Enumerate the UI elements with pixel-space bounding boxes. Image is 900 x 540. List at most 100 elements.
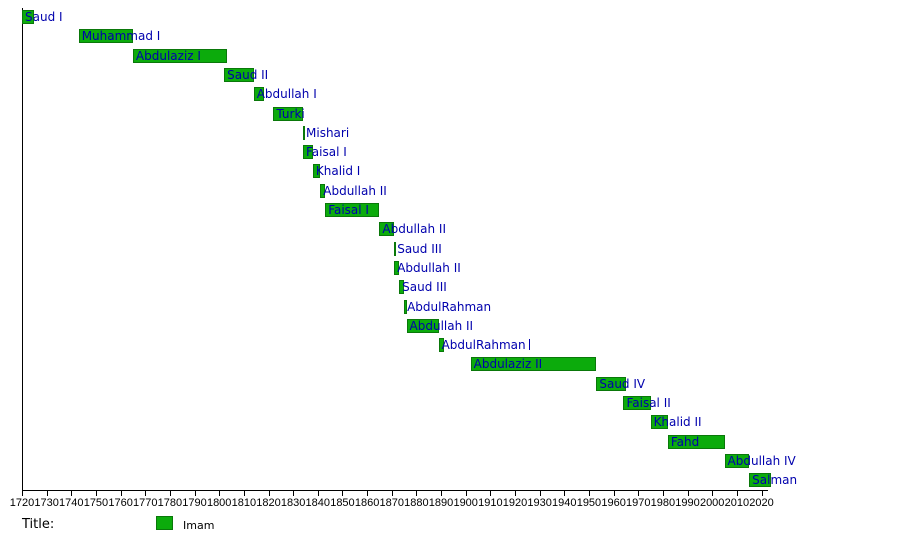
axis-tick-label: 1780 [157,497,183,509]
axis-tick [194,491,196,496]
axis-tick-label: 1820 [256,497,281,509]
axis-tick-label: 1940 [552,497,577,509]
axis-tick [613,491,615,496]
axis-tick [588,491,590,496]
bar-label: Saud I [25,10,63,24]
gantt-bar-abdullah-ii-16 [406,319,439,333]
gantt-bar-abdullah-ii-9 [320,184,326,198]
axis-tick-label: 2020 [749,497,774,509]
axis-tick-label: 1890 [428,497,454,509]
gantt-bar-abdulrahman-17 [438,338,444,352]
axis-tick-label: 1800 [206,497,232,509]
text-cursor-mark [528,339,530,350]
gantt-bar-abdullah-ii-13 [394,261,400,275]
axis-tick [243,491,245,496]
bar-label: Abdullah II [397,261,461,275]
gantt-bar-salman-24 [749,473,772,487]
axis-tick [169,491,171,496]
axis-tick-label: 1980 [650,497,676,509]
axis-tick [465,491,467,496]
axis-tick [638,491,640,496]
bar-label: AbdulRahman [407,300,492,314]
axis-tick-label: 1760 [108,497,133,509]
bar-label: Saud IV [599,377,646,391]
axis-tick-label: 1930 [527,497,552,509]
axis-tick-label: 1810 [231,497,257,509]
axis-tick [95,491,97,496]
gantt-bar-saud-iv-19 [596,377,626,391]
axis-tick [268,491,270,496]
gantt-bar-fahd-22 [667,435,725,449]
axis-tick [416,491,418,496]
bar-label: Saud III [397,242,442,256]
bar-label: AbdulRahman [442,338,530,352]
axis-tick [687,491,689,496]
axis-tick [490,491,492,496]
axis-tick-label: 1750 [83,497,109,509]
axis-tick-label: 1960 [601,497,626,509]
axis-tick [120,491,122,496]
axis-tick-label: 1920 [502,497,528,509]
bar-label: Abdullah II [382,222,446,236]
gantt-bar-mishari-6 [303,126,305,140]
axis-tick [761,491,763,496]
gantt-bar-abdullah-ii-11 [379,222,395,236]
axis-tick-label: 2000 [699,497,725,509]
axis-tick-label: 1860 [354,497,380,509]
axis-tick-label: 1830 [280,497,306,509]
gantt-bar-faisal-ii-20 [623,396,651,410]
axis-tick-label: 2010 [724,497,750,509]
gantt-bar-turki-5 [273,107,303,121]
chart-start-axis-line [22,8,23,490]
axis-tick-label: 1900 [453,497,478,509]
bar-label: Mishari [306,126,350,140]
axis-tick [317,491,319,496]
bar-label: Khalid I [315,164,361,178]
gantt-bar-faisal-i-7 [303,145,313,159]
axis-tick [71,491,73,496]
axis-tick-label: 1850 [330,497,355,509]
axis-tick [367,491,369,496]
gantt-bar-abdullah-i-4 [253,87,264,101]
bar-label: Faisal II [626,396,671,410]
legend-title: Title: [22,517,55,532]
axis-tick [342,491,344,496]
axis-tick [441,491,443,496]
gantt-bar-abdullah-iv-23 [724,454,750,468]
bar-label: Abdullah II [409,319,474,333]
bar-label: Faisal I [328,203,369,217]
axis-tick-label: 1840 [305,497,331,509]
axis-tick [22,491,23,496]
axis-tick-label: 1950 [576,497,602,509]
axis-tick [712,491,714,496]
gantt-bar-khalid-ii-21 [650,415,668,429]
gantt-bar-abdulaziz-i-2 [132,49,227,63]
bar-label: Abdulaziz I [135,49,201,63]
bar-label: Abdullah I [256,87,317,101]
gantt-bar-abdulaziz-ii-18 [470,357,597,371]
axis-tick-label: 1770 [133,497,158,509]
bar-label: Abdullah II [323,184,387,198]
gantt-bar-muhammad-i-1 [78,29,133,43]
bar-label: Salman [752,473,798,487]
axis-tick-label: 1730 [34,497,59,509]
axis-tick [515,491,516,496]
bar-label: Turki [276,107,305,121]
gantt-bar-saud-iii-12 [394,242,397,256]
axis-tick-label: 1990 [675,497,700,509]
axis-tick-label: 1740 [59,497,84,509]
axis-tick [46,491,48,496]
axis-tick [736,491,738,496]
axis-tick-label: 1910 [478,497,503,509]
bar-label: Abdullah IV [727,454,796,468]
bar-label: Muhammad I [81,29,161,43]
bar-label: Saud II [227,68,269,82]
bar-label: Abdulaziz II [473,357,543,371]
time-axis-line [22,490,768,491]
legend-item-label: Imam [183,519,215,532]
legend-color-swatch-imam [156,516,173,530]
bar-label: Saud III [402,280,447,294]
axis-tick [662,491,664,496]
axis-tick [145,491,147,496]
